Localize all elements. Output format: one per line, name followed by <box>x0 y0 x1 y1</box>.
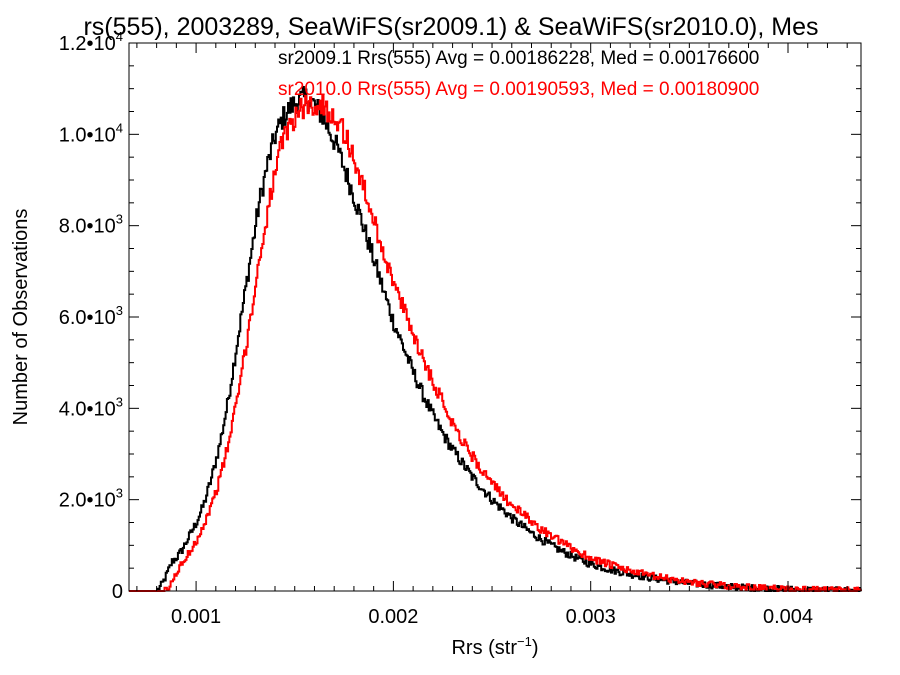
legend-entry-sr2009: sr2009.1 Rrs(555) Avg = 0.00186228, Med … <box>278 48 759 69</box>
series-layer <box>129 86 862 592</box>
y-tick-label: 4.0•103 <box>59 394 123 420</box>
x-axis-label-close: ) <box>532 637 539 659</box>
x-tick-label: 0.002 <box>368 606 418 628</box>
y-tick-label: 6.0•103 <box>59 303 123 329</box>
y-axis-label: Number of Observations <box>10 209 32 426</box>
x-tick-label: 0.001 <box>171 606 221 628</box>
x-axis-label-exponent: −1 <box>517 634 532 649</box>
y-tick-label: 8.0•103 <box>59 212 123 238</box>
series-line-sr2009-1 <box>129 86 862 592</box>
x-axis-label: Rrs (str−1) <box>451 634 538 659</box>
x-axis-label-main: Rrs (str <box>451 637 517 659</box>
y-tick-label: 0 <box>112 581 123 603</box>
axis-layer: 0.001 0.002 0.003 0.004 0 2.0•103 4.0•103 6.0•1… <box>59 29 861 628</box>
legend-entry-sr2010: sr2010.0 Rrs(555) Avg = 0.00190593, Med … <box>278 79 759 100</box>
plot-frame <box>128 42 862 592</box>
x-tick-label: 0.004 <box>763 606 813 628</box>
y-tick-label: 1.2•104 <box>59 29 123 55</box>
y-tick-label: 2.0•103 <box>59 486 123 512</box>
y-tick-label: 1.0•104 <box>59 120 123 146</box>
series-line-sr2010-0 <box>129 94 862 592</box>
chart-title: rs(555), 2003289, SeaWiFS(sr2009.1) & Se… <box>83 13 818 41</box>
x-tick-label: 0.003 <box>566 606 616 628</box>
